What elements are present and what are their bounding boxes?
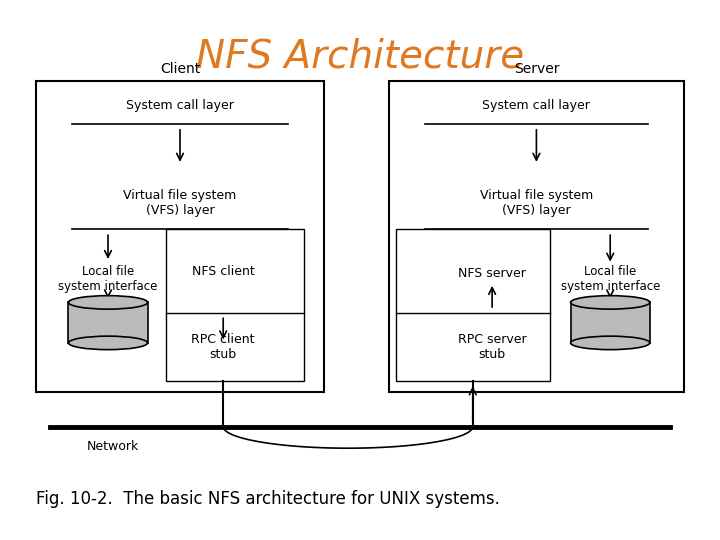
Ellipse shape [570,336,650,350]
Text: Client: Client [160,62,200,76]
Text: NFS client: NFS client [192,265,255,278]
Text: Server: Server [513,62,559,76]
Text: NFS Architecture: NFS Architecture [196,38,524,76]
Text: NFS server: NFS server [458,267,526,280]
Text: Virtual file system
(VFS) layer: Virtual file system (VFS) layer [123,189,237,217]
Text: RPC client
stub: RPC client stub [192,333,255,361]
FancyBboxPatch shape [36,81,324,392]
FancyBboxPatch shape [166,230,304,381]
Text: Fig. 10-2.  The basic NFS architecture for UNIX systems.: Fig. 10-2. The basic NFS architecture fo… [36,490,500,508]
FancyBboxPatch shape [389,81,684,392]
Text: RPC server
stub: RPC server stub [458,333,526,361]
Text: Local file
system interface: Local file system interface [58,265,158,293]
Text: Local file
system interface: Local file system interface [560,265,660,293]
Ellipse shape [68,295,148,309]
Ellipse shape [570,295,650,309]
FancyBboxPatch shape [68,302,148,343]
Text: Virtual file system
(VFS) layer: Virtual file system (VFS) layer [480,189,593,217]
Text: Network: Network [86,440,139,453]
Ellipse shape [68,336,148,350]
FancyBboxPatch shape [396,230,549,381]
Text: System call layer: System call layer [482,99,590,112]
FancyBboxPatch shape [571,302,649,343]
Text: System call layer: System call layer [126,99,234,112]
